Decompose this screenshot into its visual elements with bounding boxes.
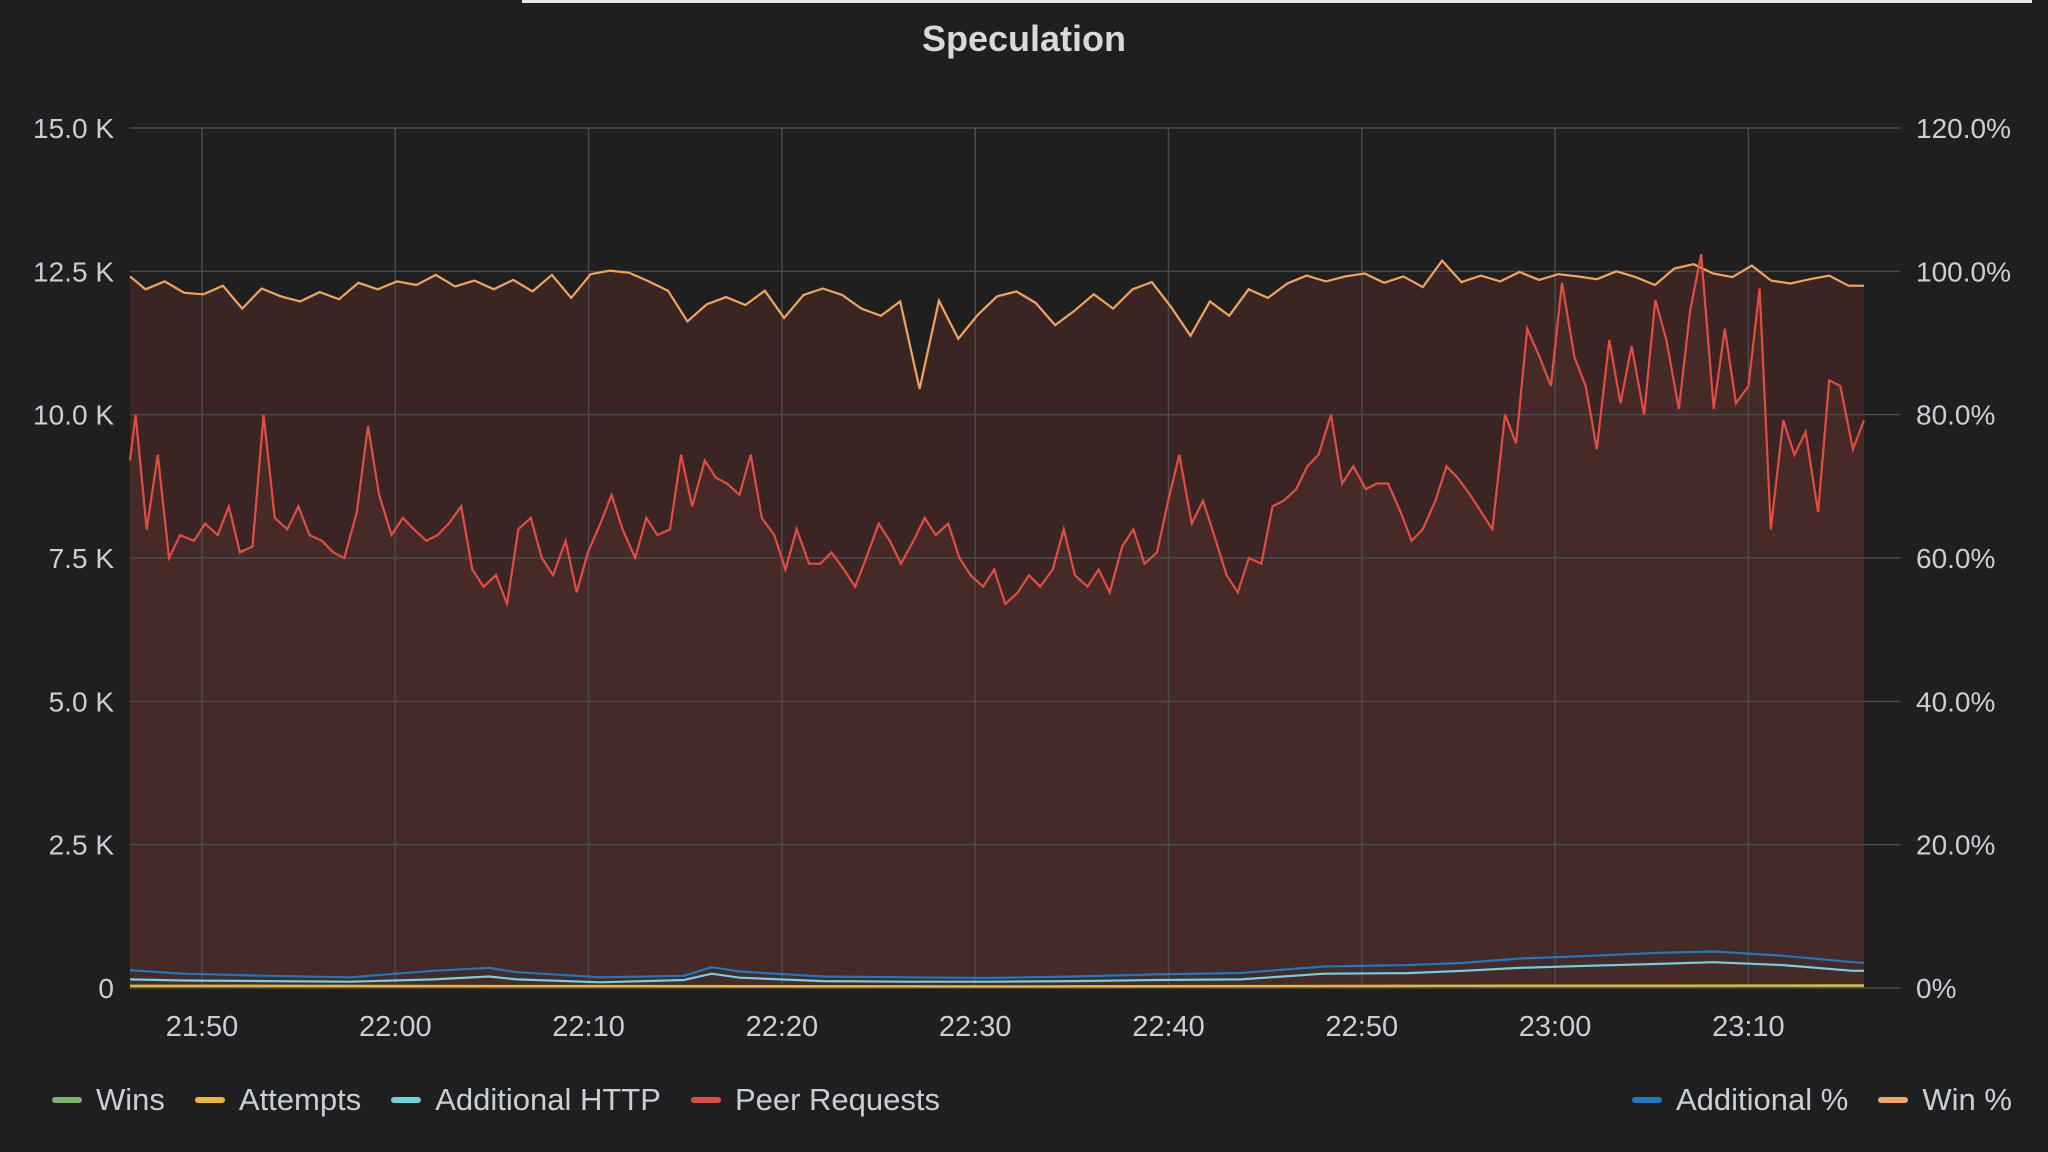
legend-label-win-pct: Win % — [1922, 1082, 2012, 1117]
series-line-additional[interactable] — [129, 950, 1865, 980]
y-left-tick-label: 2.5 K — [49, 830, 115, 861]
series-line-win-pct[interactable] — [129, 258, 1864, 390]
legend-item-attempts[interactable]: Attempts — [194, 1082, 362, 1118]
x-tick-label: 22:50 — [1326, 1011, 1399, 1043]
x-tick-label: 22:30 — [939, 1011, 1012, 1043]
legend-swatch-attempts — [194, 1097, 225, 1103]
y-right-tick-label: 80.0% — [1916, 400, 1995, 431]
legend-item-wins[interactable]: Wins — [52, 1082, 165, 1118]
y-right-tick-label: 60.0% — [1916, 543, 1995, 574]
y-left-tick-label: 10.0 K — [33, 400, 114, 431]
y-right-tick-label: 120.0% — [1916, 113, 2011, 144]
panel-title[interactable]: Speculation — [921, 18, 1127, 59]
series-line-peer-requests[interactable] — [128, 253, 1866, 609]
legend-label-peer-requests: Peer Requests — [734, 1082, 940, 1117]
legend-item-additional-http[interactable]: Additional HTTP — [391, 1082, 661, 1118]
legend-item-additional-pct[interactable]: Additional % — [1632, 1082, 1848, 1118]
x-tick-label: 22:00 — [359, 1011, 432, 1043]
y-left-tick-label: 5.0 K — [49, 686, 115, 717]
series-line-additional-http[interactable] — [129, 961, 1864, 984]
legend-swatch-wins — [52, 1097, 82, 1103]
y-right-tick-label: 0% — [1916, 973, 1956, 1004]
legend-swatch-win-pct — [1878, 1097, 1909, 1103]
legend-label-attempts: Attempts — [238, 1082, 362, 1117]
y-right-tick-label: 20.0% — [1916, 830, 1995, 861]
legend-swatch-additional-pct — [1632, 1097, 1662, 1103]
y-left-tick-label: 7.5 K — [49, 543, 115, 574]
legend-item-win-pct[interactable]: Win % — [1878, 1082, 2012, 1118]
y-right-tick-label: 100.0% — [1916, 256, 2011, 287]
legend-left: Wins Attempts Additional HTTP Peer Reque… — [52, 1080, 970, 1120]
legend-swatch-additional-http — [391, 1097, 422, 1103]
legend-label-wins: Wins — [96, 1082, 165, 1117]
x-tick-label: 22:10 — [552, 1011, 625, 1043]
top-border-strip — [522, 0, 2032, 3]
legend-item-peer-requests[interactable]: Peer Requests — [690, 1082, 940, 1118]
y-left-tick-label: 15.0 K — [33, 113, 114, 144]
legend-label-additional-pct: Additional % — [1676, 1082, 1849, 1117]
x-tick-label: 23:10 — [1712, 1011, 1785, 1043]
x-tick-label: 21:50 — [166, 1011, 239, 1043]
y-left-tick-label: 12.5 K — [33, 256, 114, 287]
legend-right: Additional % Win % — [1632, 1080, 2012, 1120]
y-right-tick-label: 40.0% — [1916, 686, 1995, 717]
peer-requests-area — [130, 254, 1864, 989]
x-tick-label: 22:40 — [1132, 1011, 1205, 1043]
y-left-tick-label: 0 — [98, 973, 114, 1004]
legend-label-additional-http: Additional HTTP — [435, 1082, 661, 1117]
series-line-attempts[interactable] — [129, 984, 1865, 988]
x-tick-label: 23:00 — [1519, 1011, 1592, 1043]
legend-swatch-peer-requests — [690, 1097, 721, 1103]
x-tick-label: 22:20 — [746, 1011, 819, 1043]
